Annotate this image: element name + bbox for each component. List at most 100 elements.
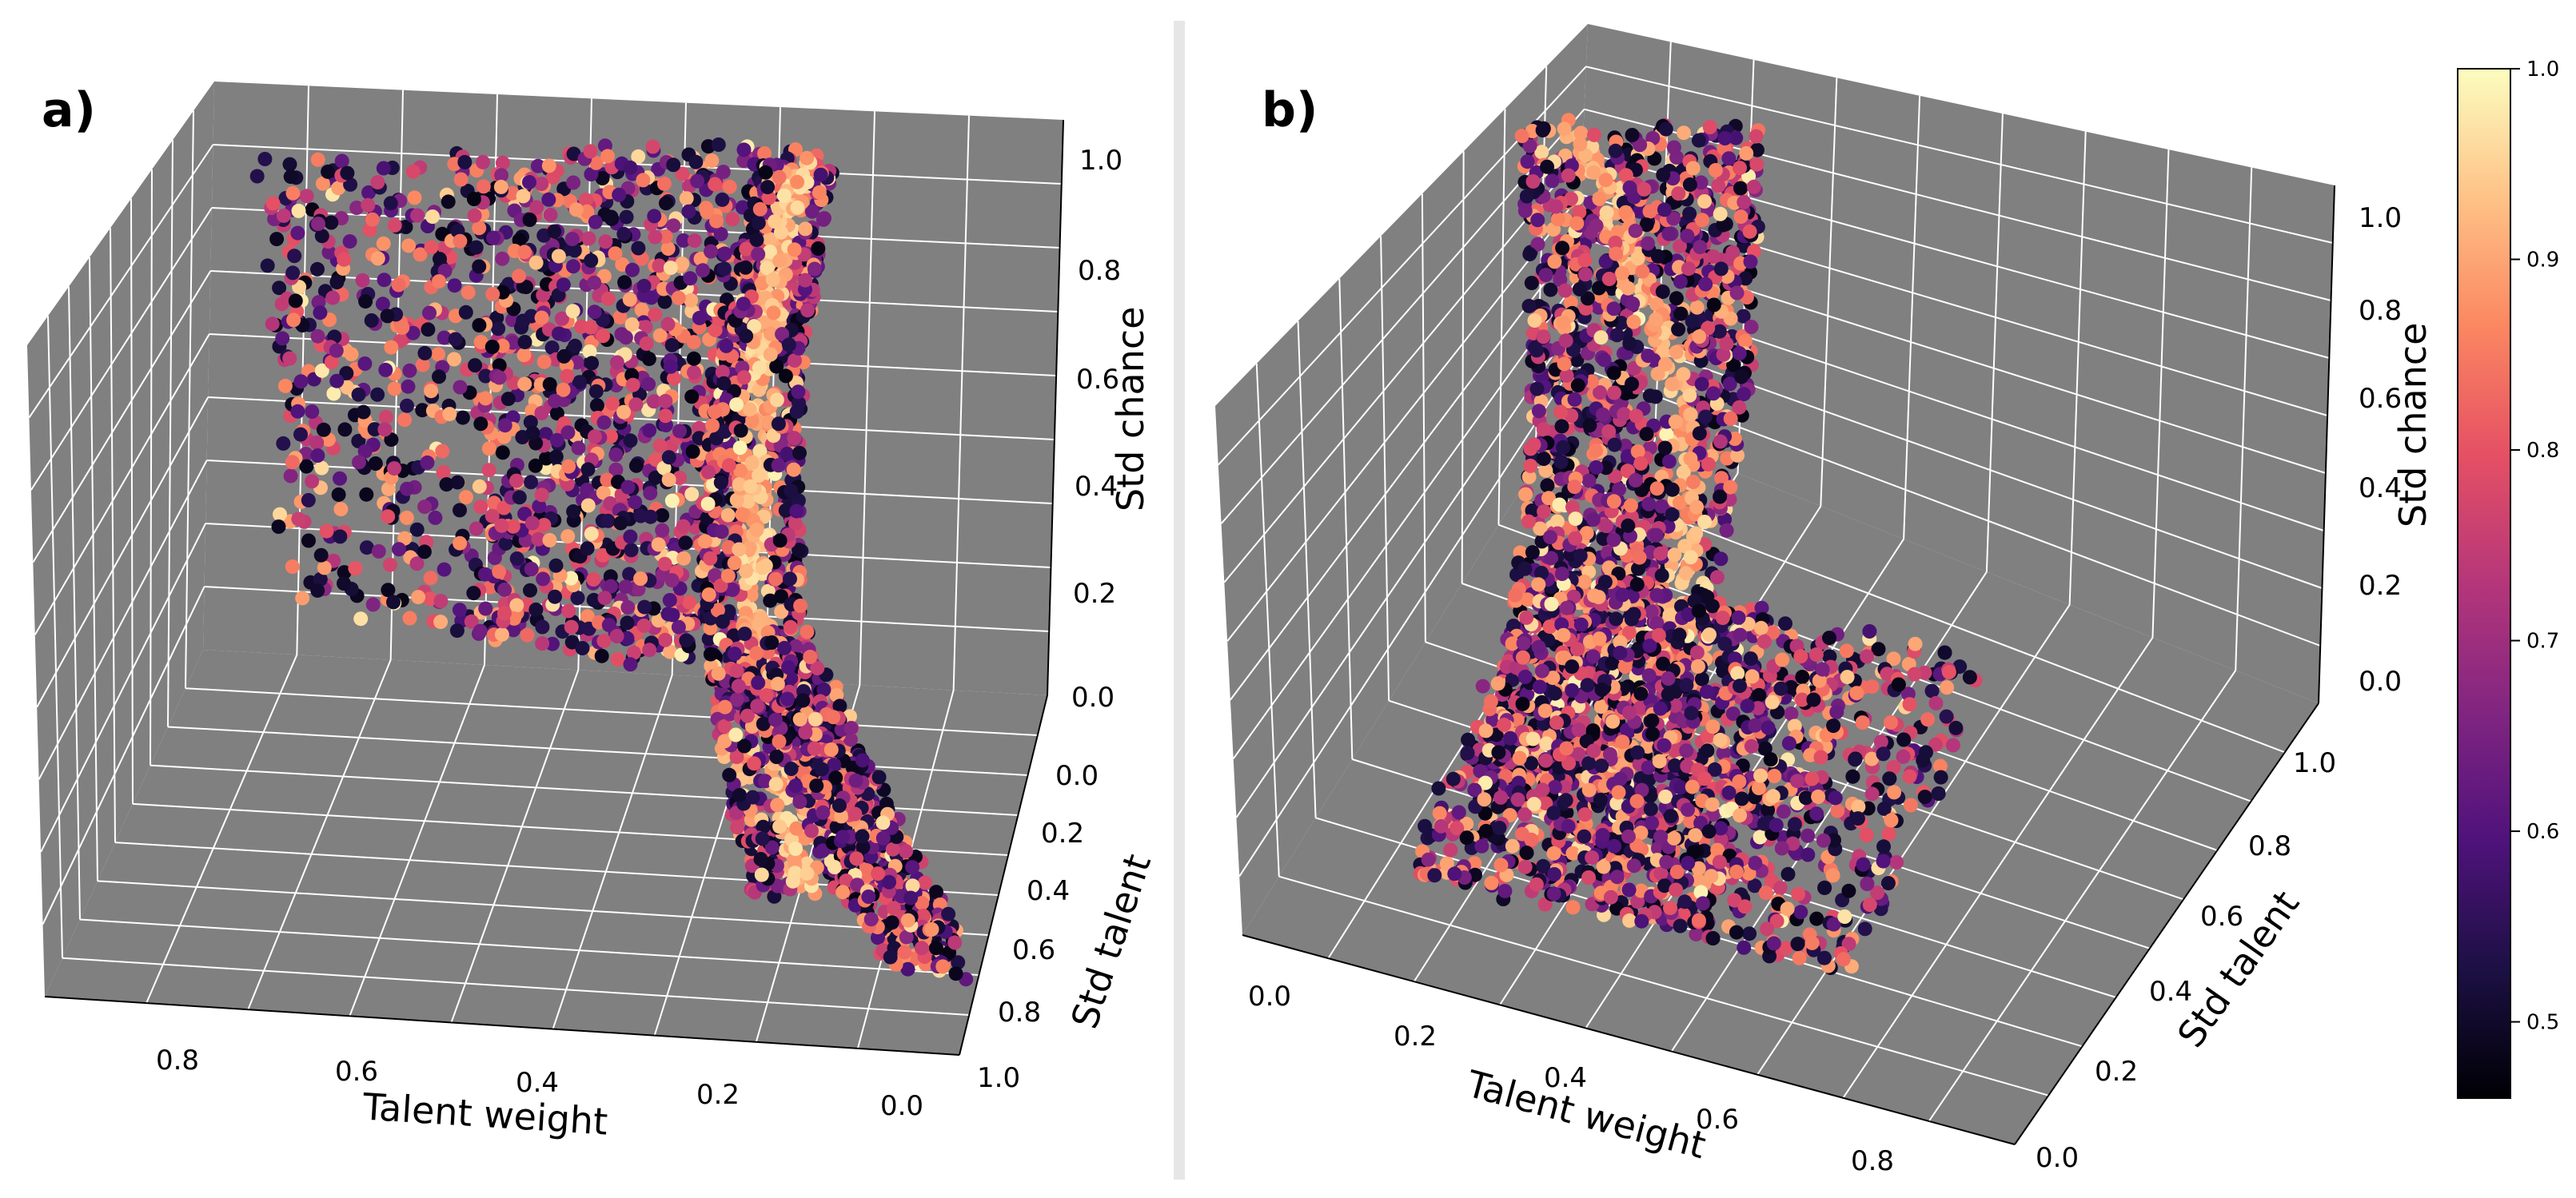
- data-point: [631, 241, 646, 256]
- data-point: [583, 144, 598, 159]
- data-point: [813, 167, 828, 182]
- data-point: [285, 559, 300, 574]
- data-point: [914, 941, 929, 956]
- data-point: [623, 657, 638, 672]
- data-point: [387, 217, 402, 233]
- data-point: [768, 571, 784, 587]
- data-point: [941, 906, 956, 921]
- data-point: [405, 325, 421, 340]
- data-point: [717, 261, 732, 277]
- data-point: [432, 369, 446, 384]
- data-point: [376, 161, 391, 176]
- data-point: [905, 878, 920, 894]
- data-point: [885, 842, 900, 857]
- data-point: [548, 449, 564, 464]
- data-point: [705, 418, 720, 433]
- data-point: [447, 278, 462, 293]
- data-point: [560, 529, 576, 544]
- data-point: [697, 534, 712, 549]
- data-point: [701, 464, 716, 480]
- data-point: [708, 177, 723, 192]
- data-point: [656, 460, 672, 476]
- data-point: [716, 376, 732, 391]
- data-point: [733, 463, 748, 478]
- data-point: [453, 172, 469, 187]
- data-point: [1685, 313, 1700, 328]
- data-point: [729, 663, 744, 679]
- data-point: [260, 258, 275, 273]
- data-point: [290, 225, 305, 241]
- data-point: [1689, 300, 1705, 315]
- data-point: [1540, 478, 1555, 493]
- data-point: [530, 158, 545, 173]
- data-point: [769, 392, 784, 408]
- data-point: [461, 285, 476, 300]
- data-point: [622, 292, 637, 307]
- data-point: [343, 177, 358, 192]
- data-point: [719, 338, 734, 353]
- data-point: [355, 273, 370, 288]
- data-point: [701, 631, 716, 647]
- data-point: [1630, 444, 1645, 459]
- data-point: [1665, 376, 1680, 392]
- data-point: [1525, 545, 1540, 560]
- data-point: [313, 571, 328, 587]
- data-point: [560, 368, 575, 384]
- data-point: [790, 174, 805, 189]
- panel-a-x-ticks: 0.8 0.6 0.4 0.2 0.0: [156, 1045, 923, 1122]
- data-point: [725, 212, 740, 227]
- data-point: [567, 243, 582, 258]
- data-point: [1734, 369, 1749, 384]
- data-point: [855, 829, 870, 844]
- data-point: [293, 374, 309, 389]
- data-point: [554, 311, 569, 326]
- data-point: [473, 499, 488, 515]
- data-point: [377, 273, 392, 288]
- data-point: [331, 181, 346, 196]
- data-point: [788, 778, 803, 794]
- data-point: [543, 207, 558, 222]
- data-point: [786, 462, 801, 477]
- data-point: [1573, 137, 1588, 152]
- grid-line: [47, 316, 63, 958]
- data-point: [737, 738, 752, 754]
- data-point: [648, 307, 663, 322]
- data-point: [755, 560, 770, 575]
- data-point: [305, 474, 320, 489]
- data-point: [688, 154, 704, 169]
- data-point: [326, 386, 341, 401]
- data-point: [761, 190, 776, 205]
- data-point: [337, 576, 351, 591]
- data-point: [370, 251, 385, 266]
- grid-line: [42, 586, 205, 925]
- data-point: [847, 806, 863, 822]
- data-point: [623, 433, 638, 448]
- data-point: [596, 328, 611, 344]
- data-point: [831, 798, 847, 813]
- data-point: [717, 718, 732, 734]
- data-point: [736, 297, 751, 312]
- data-point: [432, 274, 447, 289]
- data-point: [756, 716, 771, 731]
- data-point: [732, 787, 748, 802]
- data-point: [745, 790, 760, 805]
- data-point: [1692, 426, 1707, 441]
- data-point: [337, 252, 352, 267]
- data-point: [711, 137, 726, 152]
- data-point: [1557, 356, 1572, 372]
- data-point: [491, 321, 506, 336]
- data-point: [466, 192, 481, 206]
- data-point: [1737, 194, 1752, 209]
- data-point: [618, 579, 633, 595]
- data-point: [714, 524, 729, 539]
- data-point: [664, 573, 680, 588]
- data-point: [285, 455, 300, 470]
- data-point: [428, 510, 443, 525]
- grid-line: [1230, 237, 1580, 701]
- data-point: [1524, 276, 1539, 291]
- data-point: [496, 500, 512, 515]
- panel-a-z-axis-line: [1047, 119, 1064, 696]
- data-point: [774, 589, 789, 604]
- data-point: [807, 741, 822, 756]
- data-point: [1622, 336, 1637, 351]
